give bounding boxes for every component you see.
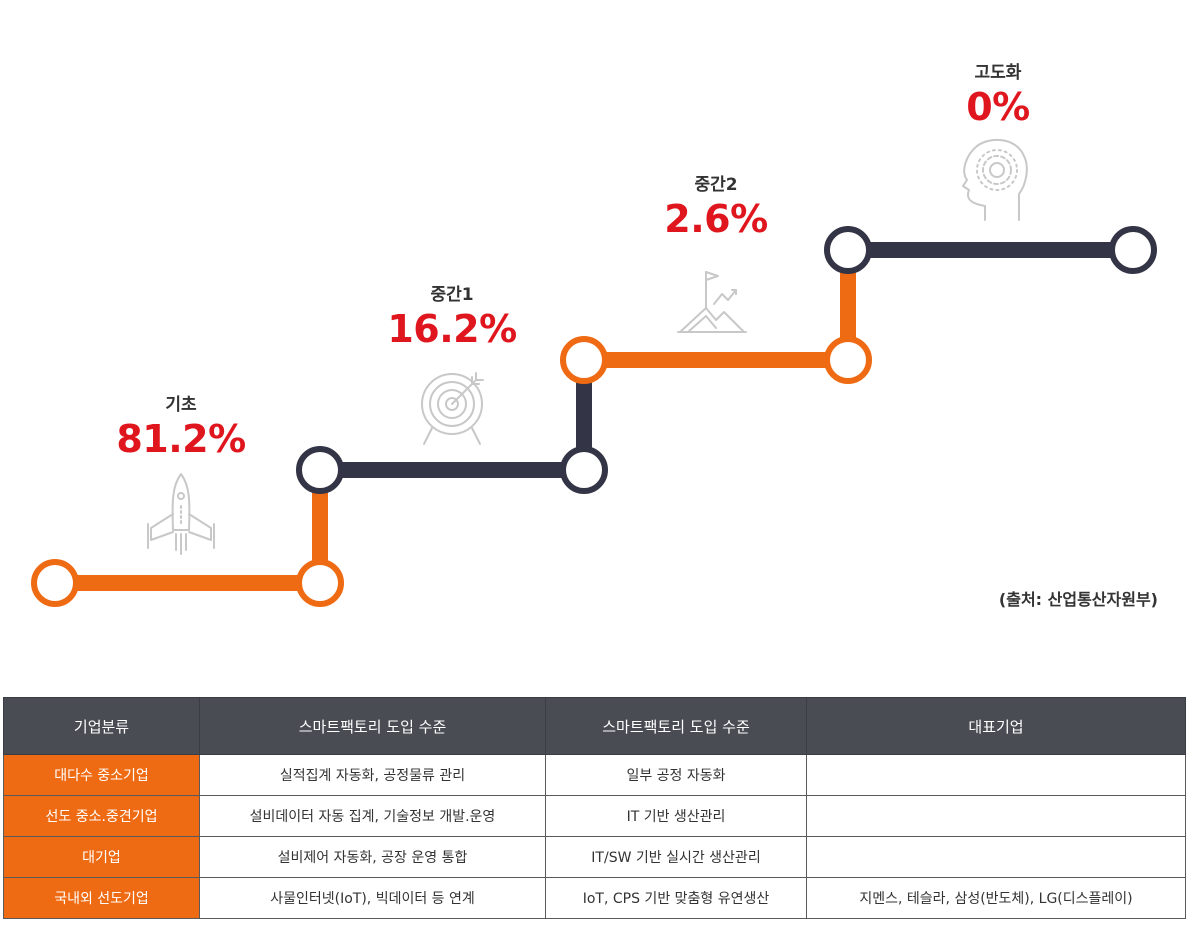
node — [824, 336, 872, 384]
node — [824, 226, 872, 274]
table-cell: 일부 공정 자동화 — [545, 754, 807, 796]
rocket-icon — [147, 473, 215, 555]
header-category: 기업분류 — [3, 697, 200, 755]
table-cell: 설비제어 자동화, 공장 운영 통합 — [199, 836, 546, 878]
table-cell: 실적집계 자동화, 공정물류 관리 — [199, 754, 546, 796]
header-companies: 대표기업 — [806, 697, 1186, 755]
stage-label: 고도화 0% — [898, 58, 1098, 129]
target-icon — [421, 372, 484, 445]
table-cell: IT 기반 생산관리 — [545, 795, 807, 837]
table-row: 국내외 선도기업 사물인터넷(IoT), 빅데이터 등 연계 IoT, CPS … — [3, 877, 1186, 919]
node — [1109, 226, 1157, 274]
stage-label: 중간2 2.6% — [616, 170, 816, 241]
table-cell-category: 선도 중소.중견기업 — [3, 795, 200, 837]
table-cell: 지멘스, 테슬라, 삼성(반도체), LG(디스플레이) — [806, 877, 1186, 919]
table-cell-category: 국내외 선도기업 — [3, 877, 200, 919]
stage-name: 중간2 — [694, 175, 738, 195]
table-row: 선도 중소.중견기업 설비데이터 자동 집계, 기술정보 개발.운영 IT 기반… — [3, 795, 1186, 837]
stage-name: 중간1 — [430, 285, 474, 305]
table-cell-category: 대다수 중소기업 — [3, 754, 200, 796]
table-cell: IT/SW 기반 실시간 생산관리 — [545, 836, 807, 878]
header-level: 스마트팩토리 도입 수준 — [199, 697, 546, 755]
node — [31, 559, 79, 607]
node — [296, 446, 344, 494]
stage-percent: 2.6% — [664, 197, 768, 241]
table-row: 대다수 중소기업 실적집계 자동화, 공정물류 관리 일부 공정 자동화 — [3, 754, 1186, 796]
mountain-flag-icon — [677, 271, 747, 333]
header-level: 스마트팩토리 도입 수준 — [545, 697, 807, 755]
table-cell: 설비데이터 자동 집계, 기술정보 개발.운영 — [199, 795, 546, 837]
table-cell — [806, 836, 1186, 878]
head-gear-icon — [962, 138, 1028, 221]
table-cell — [806, 795, 1186, 837]
stage-percent: 0% — [966, 85, 1030, 129]
table-cell: IoT, CPS 기반 맞춤형 유연생산 — [545, 877, 807, 919]
node — [560, 446, 608, 494]
stage-percent: 16.2% — [387, 307, 517, 351]
company-level-table: 기업분류 스마트팩토리 도입 수준 스마트팩토리 도입 수준 대표기업 대다수 … — [3, 697, 1186, 919]
table-row: 대기업 설비제어 자동화, 공장 운영 통합 IT/SW 기반 실시간 생산관리 — [3, 836, 1186, 878]
table-header-row: 기업분류 스마트팩토리 도입 수준 스마트팩토리 도입 수준 대표기업 — [3, 697, 1186, 755]
stage-label: 중간1 16.2% — [352, 280, 552, 351]
stage-percent: 81.2% — [116, 417, 246, 461]
source-note: (출처: 산업통산자원부) — [998, 590, 1158, 609]
table-cell — [806, 754, 1186, 796]
node — [296, 559, 344, 607]
staircase-diagram: 기초 81.2% 중간1 16.2% 중간2 2.6% 고도화 0% (출처: … — [31, 58, 1158, 609]
node — [560, 336, 608, 384]
stage-label: 기초 81.2% — [81, 390, 281, 461]
stage-name: 고도화 — [974, 63, 1022, 83]
staircase-svg — [31, 138, 1157, 607]
table-cell-category: 대기업 — [3, 836, 200, 878]
stage-name: 기초 — [165, 395, 197, 415]
table-cell: 사물인터넷(IoT), 빅데이터 등 연계 — [199, 877, 546, 919]
